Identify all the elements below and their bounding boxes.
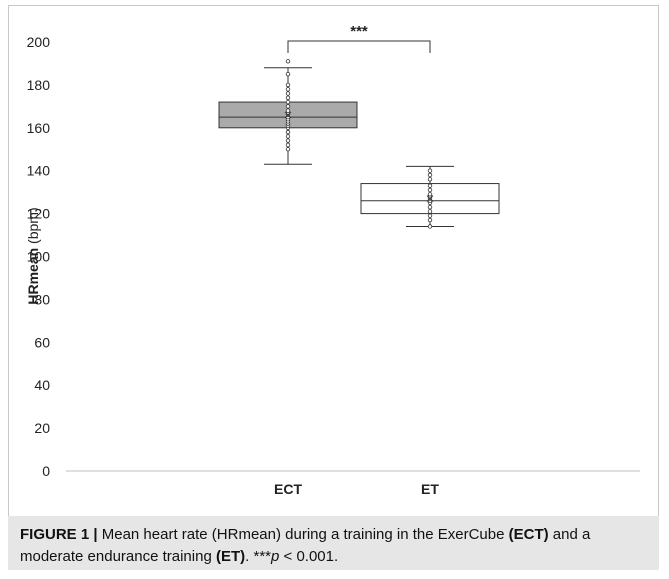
data-point <box>285 99 291 105</box>
data-point <box>285 138 291 143</box>
data-point <box>427 183 433 188</box>
data-point <box>427 168 433 173</box>
caption-figure-label: FIGURE 1 <box>20 526 90 543</box>
caption-text-3: . *** <box>245 548 271 565</box>
y-tick-label: 160 <box>27 120 51 136</box>
category-label-et: ET <box>421 481 439 497</box>
caption-text-2: and a moderate endurance training <box>20 526 591 565</box>
category-label-ect: ECT <box>274 481 302 497</box>
data-point <box>285 91 291 96</box>
data-point <box>427 209 433 214</box>
caption-text-1: Mean heart rate (HRmean) during a traini… <box>97 526 509 543</box>
data-point <box>427 213 433 218</box>
significance-bracket: *** <box>287 23 431 53</box>
data-point <box>285 104 291 109</box>
data-point <box>285 82 291 88</box>
significance-label: *** <box>350 23 368 40</box>
data-point <box>427 187 433 193</box>
mean-marker <box>426 195 434 202</box>
y-tick-label: 0 <box>42 463 50 479</box>
data-point <box>427 204 433 210</box>
boxes-layer <box>218 59 500 229</box>
box-ect <box>218 59 358 165</box>
y-axis-label: HRmean (bpm) <box>25 207 41 304</box>
y-tick-label: 40 <box>34 377 50 393</box>
data-point <box>285 142 291 148</box>
figure-caption: FIGURE 1 | Mean heart rate (HRmean) duri… <box>20 524 650 568</box>
y-tick-label: 80 <box>34 291 50 307</box>
caption-text-4: < 0.001. <box>279 548 339 565</box>
box-et <box>360 165 500 229</box>
data-point <box>285 59 291 64</box>
data-point <box>285 86 291 92</box>
data-point <box>427 172 433 178</box>
category-labels: ECT ET <box>274 481 439 497</box>
caption-background <box>8 516 659 570</box>
caption-abbr-et: (ET) <box>215 548 246 565</box>
y-tick-label: 140 <box>27 163 51 179</box>
data-point <box>427 224 433 229</box>
y-tick-label: 20 <box>34 420 50 436</box>
data-point <box>285 129 291 135</box>
y-axis: 0 20 40 60 80 100 120 140 160 180 200 <box>27 34 51 479</box>
mean-marker <box>284 111 292 119</box>
data-point <box>285 71 291 77</box>
caption-abbr-ect: (ECT) <box>508 526 549 543</box>
data-point <box>427 217 433 223</box>
data-point <box>285 147 291 152</box>
data-point <box>285 134 291 139</box>
y-tick-label: 180 <box>27 77 51 93</box>
bracket-line <box>287 40 431 53</box>
y-tick-label: 200 <box>27 34 51 50</box>
y-tick-label: 100 <box>27 249 51 265</box>
caption-p: p <box>271 548 280 565</box>
data-point <box>427 192 433 197</box>
data-point <box>285 108 291 113</box>
y-axis-label-bold: HRmean <box>25 248 41 305</box>
y-tick-label: 60 <box>34 334 50 350</box>
data-point <box>427 177 433 182</box>
y-axis-label-unit: (bpm) <box>25 207 41 247</box>
caption-separator: | <box>93 526 98 543</box>
data-point <box>285 95 291 100</box>
y-tick-label: 120 <box>27 206 51 222</box>
box-plot-chart: 0 20 40 60 80 100 120 140 160 180 200 HRmean (bpm)… <box>25 23 640 497</box>
